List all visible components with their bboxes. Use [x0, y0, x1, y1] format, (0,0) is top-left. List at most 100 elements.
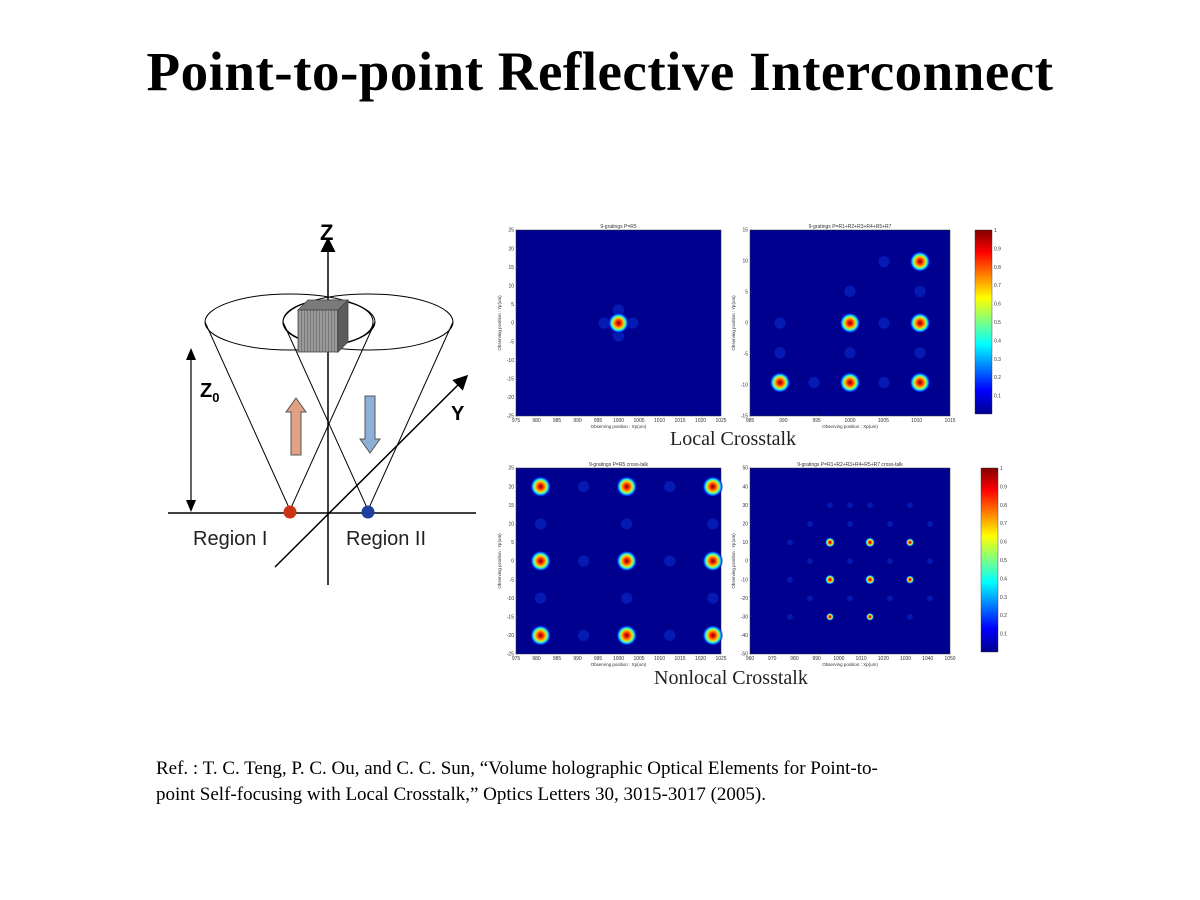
- y-axis-label: Observing position : Yp(um): [731, 533, 736, 589]
- intensity-spot: [608, 312, 629, 334]
- faint-spot: [807, 595, 813, 601]
- y-tick-label: 25: [508, 228, 514, 234]
- x-tick-label: 1010: [654, 418, 665, 424]
- colorbar-tick-label: 1: [994, 228, 997, 234]
- x-tick-label: 980: [532, 418, 541, 424]
- intensity-spot: [839, 312, 861, 334]
- faint-spot: [578, 629, 590, 641]
- intensity-spot: [909, 312, 931, 334]
- x-tick-label: 985: [553, 656, 562, 662]
- faint-spot: [664, 481, 676, 493]
- x-tick-label: 1015: [674, 418, 685, 424]
- faint-spot: [887, 521, 893, 527]
- faint-spot: [627, 317, 639, 329]
- x-tick-label: 1015: [944, 418, 955, 424]
- faint-spot: [847, 558, 853, 564]
- faint-spot: [847, 521, 853, 527]
- intensity-spot: [702, 550, 724, 572]
- colorbar-tick-label: 0.7: [994, 283, 1001, 289]
- x-axis-label: Observing position : Xp(um): [822, 424, 878, 429]
- z-axis-label: Z: [320, 220, 333, 245]
- intensity-spot: [616, 550, 638, 572]
- y-tick-label: 25: [508, 466, 514, 472]
- x-tick-label: 1000: [844, 418, 855, 424]
- x-tick-label: 1010: [856, 656, 867, 662]
- colorbar-tick-label: 1: [1000, 466, 1003, 472]
- colorbar-tick-label: 0.5: [1000, 558, 1007, 564]
- y-tick-label: 5: [511, 302, 514, 308]
- faint-spot: [598, 317, 610, 329]
- y-axis-label: Observing position : Yp(um): [497, 295, 502, 351]
- x-tick-label: 995: [594, 656, 603, 662]
- x-tick-label: 1005: [878, 418, 889, 424]
- plot-nonlocal-single: 9-gratings P=R5 cross-talk 975 980 985 990 99…: [488, 460, 728, 670]
- plot-nonlocal-multi: 9-gratings P=R1+R2+R3+R4+R5+R7 cross-tal…: [728, 460, 1008, 670]
- faint-spot: [774, 347, 786, 359]
- x-tick-label: 1010: [911, 418, 922, 424]
- faint-spot: [878, 256, 890, 268]
- y-tick-label: 5: [745, 290, 748, 296]
- x-tick-label: 1020: [695, 418, 706, 424]
- faint-spot: [907, 502, 913, 508]
- faint-spot: [787, 539, 793, 546]
- y-tick-label: 0: [511, 559, 514, 565]
- colorbar-tick-label: 0.7: [1000, 521, 1007, 527]
- faint-spot: [807, 558, 813, 564]
- faint-spot: [787, 576, 793, 583]
- intensity-spot: [530, 625, 551, 646]
- colorbar-tick-label: 0.9: [1000, 484, 1007, 490]
- faint-spot: [927, 595, 933, 601]
- colorbar-tick-label: 0.3: [1000, 595, 1007, 601]
- x-tick-label: 1005: [633, 656, 644, 662]
- intensity-spot: [702, 476, 724, 497]
- x-tick-label: 995: [594, 418, 603, 424]
- x-tick-label: 1000: [833, 656, 844, 662]
- faint-spot: [847, 595, 853, 601]
- region-1-dot: [283, 505, 297, 519]
- faint-spot: [807, 521, 813, 527]
- colorbar-tick-label: 0.4: [1000, 576, 1007, 582]
- reference-line-2: point Self-focusing with Local Crosstalk…: [156, 784, 767, 805]
- reference-line-1: Ref. : T. C. Teng, P. C. Ou, and C. C. S…: [156, 758, 878, 779]
- y-tick-label: -10: [507, 358, 514, 364]
- plot-local-single: 9-gratings P=R5 975 980 985 990 995 1000 1005 10…: [488, 222, 728, 432]
- slide-title: Point-to-point Reflective Interconnect: [146, 41, 1054, 102]
- colorbar-tick-label: 0.1: [1000, 632, 1007, 638]
- x-tick-label: 1050: [944, 656, 955, 662]
- faint-spot: [914, 347, 926, 359]
- y-axis-label: Y: [451, 403, 465, 425]
- faint-spot: [621, 518, 633, 530]
- faint-spot: [808, 376, 820, 389]
- intensity-spot: [905, 538, 915, 547]
- faint-spot: [844, 285, 856, 297]
- colorbar-tick-label: 0.8: [994, 265, 1001, 271]
- colorbar-tick-label: 0.8: [1000, 503, 1007, 509]
- faint-spot: [907, 614, 913, 620]
- intensity-spot: [530, 550, 551, 572]
- faint-spot: [774, 317, 786, 329]
- intensity-spot: [909, 372, 931, 393]
- x-axis-label: Observing position : Xp(um): [822, 662, 878, 667]
- x-tick-label: 985: [553, 418, 562, 424]
- intensity-spot: [865, 537, 875, 548]
- y-tick-label: -15: [507, 377, 514, 383]
- nonlocal-crosstalk-caption: Nonlocal Crosstalk: [654, 667, 808, 689]
- region-1-label: Region I: [193, 528, 268, 550]
- faint-spot: [927, 521, 933, 527]
- region-2-label: Region II: [346, 528, 426, 550]
- x-tick-label: 1005: [633, 418, 644, 424]
- x-tick-label: 1020: [695, 656, 706, 662]
- y-tick-label: 0: [745, 559, 748, 565]
- x-tick-label: 960: [746, 656, 755, 662]
- y-tick-label: -30: [741, 615, 748, 621]
- optics-diagram: Z Y Z0 Region I Region II: [160, 210, 480, 605]
- y-tick-label: 0: [745, 321, 748, 327]
- y-tick-label: -25: [507, 652, 514, 658]
- faint-spot: [664, 629, 676, 641]
- intensity-spot: [702, 625, 724, 646]
- y-tick-label: 0: [511, 321, 514, 327]
- y-tick-label: 20: [508, 246, 514, 252]
- x-tick-label: 985: [746, 418, 755, 424]
- y-tick-label: 10: [742, 540, 748, 546]
- faint-spot: [887, 558, 893, 564]
